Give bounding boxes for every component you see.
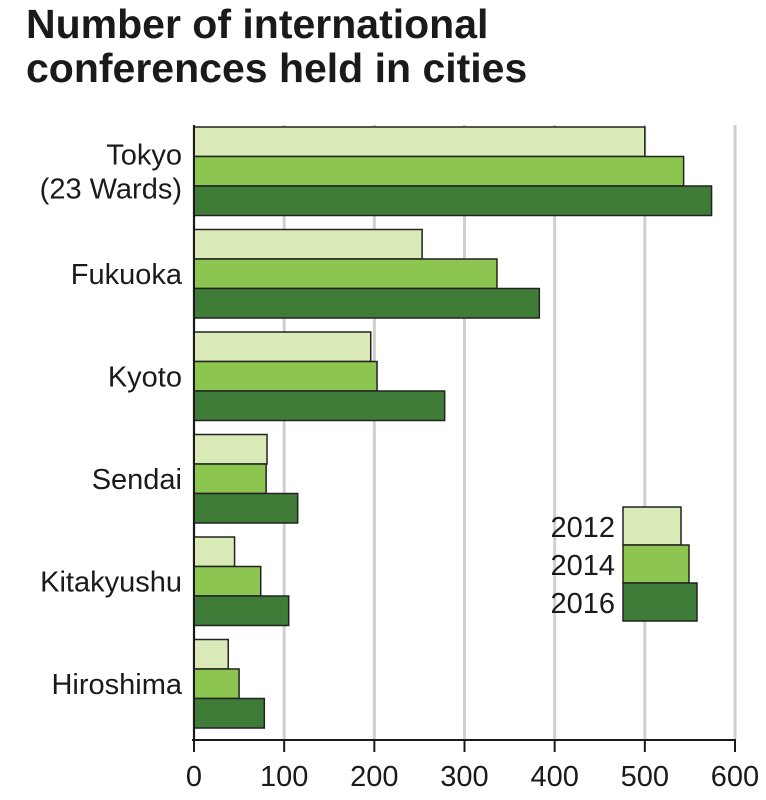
y-tick-label: Sendai xyxy=(92,464,182,496)
x-tick-label: 100 xyxy=(260,761,308,793)
legend-label: 2016 xyxy=(550,588,615,620)
bar xyxy=(193,595,290,627)
bar xyxy=(193,638,230,670)
y-tick-label: Kyoto xyxy=(108,361,182,393)
legend-label: 2014 xyxy=(550,550,615,582)
bar xyxy=(193,185,713,217)
bar xyxy=(193,155,685,187)
x-tick-label: 400 xyxy=(530,761,578,793)
bar xyxy=(193,668,240,700)
bar xyxy=(193,697,266,729)
legend-label: 2012 xyxy=(550,512,615,544)
bar xyxy=(193,228,423,260)
bar xyxy=(193,536,236,568)
bar xyxy=(193,360,378,392)
bar xyxy=(193,492,299,524)
legend-swatch xyxy=(622,582,698,622)
bar xyxy=(193,433,268,465)
x-tick-label: 0 xyxy=(186,761,202,793)
x-tick-label: 300 xyxy=(440,761,488,793)
x-tick-label: 200 xyxy=(350,761,398,793)
bar xyxy=(193,331,372,363)
bar xyxy=(193,390,446,422)
y-tick-label: Kitakyushu xyxy=(40,566,182,598)
y-tick-label: Tokyo (23 Wards) xyxy=(40,139,182,205)
bar xyxy=(193,565,262,597)
bar xyxy=(193,258,498,290)
x-tick-label: 500 xyxy=(621,761,669,793)
x-tick-label: 600 xyxy=(711,761,759,793)
bar xyxy=(193,463,267,495)
bar xyxy=(193,287,541,319)
legend-swatch xyxy=(622,544,690,584)
bar xyxy=(193,126,646,158)
chart-title: Number of international conferences held … xyxy=(26,1,527,91)
y-tick-label: Fukuoka xyxy=(71,259,183,291)
y-tick-label: Hiroshima xyxy=(51,669,182,701)
legend-swatch xyxy=(622,506,682,546)
